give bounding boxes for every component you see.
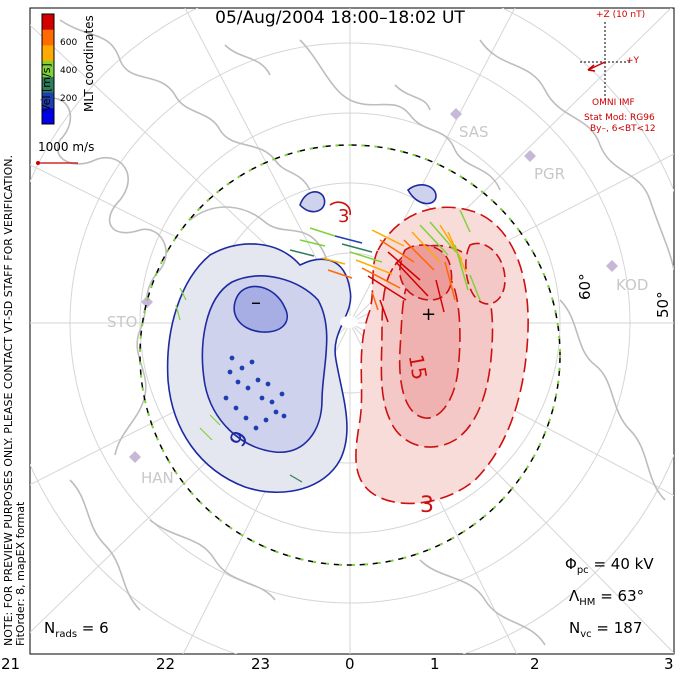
imf-dial [580,22,632,100]
station-label-han: HAN [141,469,174,487]
lat-label-60: 60° [576,273,594,300]
plot-frame [29,7,675,655]
stat-num-radars: Nrads = 6 [44,619,109,640]
station-label-sas: SAS [459,123,489,141]
colorbar-segment [42,76,54,94]
velocity-scale-label: 1000 m/s [38,140,95,154]
mlt-label-3: 3 [664,655,674,673]
map-title: 05/Aug/2004 18:00–18:02 UT [215,8,465,28]
colorbar-segment [42,45,54,62]
contour-label-positive-bottom: 3 [420,493,434,518]
pole-hole [340,316,358,328]
mlt-label-1: 1 [430,655,440,673]
station-label-pgr: PGR [534,165,565,183]
colorbar-tick-600: 600 [60,38,78,48]
hm-boundary-vectors [139,144,561,566]
coastlines [39,19,674,646]
coordinate-system-label: MLT coordinates [82,15,96,112]
mlt-label-21: 21 [1,655,21,673]
mlt-label-2: 2 [530,655,540,673]
colorbar-tick-200: 200 [60,94,78,104]
potential-maximum-marker: + [421,304,436,325]
potential-minimum-marker: – [251,290,261,314]
stat-model: Stat Mod: RG96 [584,113,655,123]
fit-order-note: FitOrder: 8, mapEX format [14,501,27,646]
colorbar-tick-400: 400 [60,66,78,76]
lat-label-50: 50° [654,291,672,318]
stat-num-vectors: Nvc = 187 [569,619,643,640]
contour-label-positive: 15 [404,353,432,382]
mlt-label-23: 23 [251,655,271,673]
colorbar-segment [42,92,54,109]
colorbar-label: Vel [m/s] [40,63,53,112]
imf-condition: By–, 6<BT<12 [590,124,656,134]
imf-y-label: +Y [626,56,640,66]
station-label-kod: KOD [616,276,648,294]
negative-potential-cell [166,184,437,494]
colorbar-segment [42,14,54,31]
mlt-label-0: 0 [345,655,355,673]
velocity-vectors [289,209,481,323]
colorbar-segment [42,61,54,78]
contour-label-positive-small: 3 [338,206,349,227]
positive-potential-cell [329,201,529,505]
stat-hm-boundary: ΛHM = 63° [569,587,645,608]
imf-source: OMNI IMF [592,98,635,108]
velocity-vectors-dusk [175,287,303,483]
station-markers [129,108,618,463]
colorbar-segment [42,108,54,125]
stat-cross-polar-potential: Φpc = 40 kV [565,555,654,576]
station-label-sto: STO [107,313,138,331]
colorbar-segment [42,29,54,46]
velocity-colorbar [41,13,55,125]
mlt-label-22: 22 [156,655,176,673]
imf-z-label: +Z (10 nT) [596,10,646,20]
